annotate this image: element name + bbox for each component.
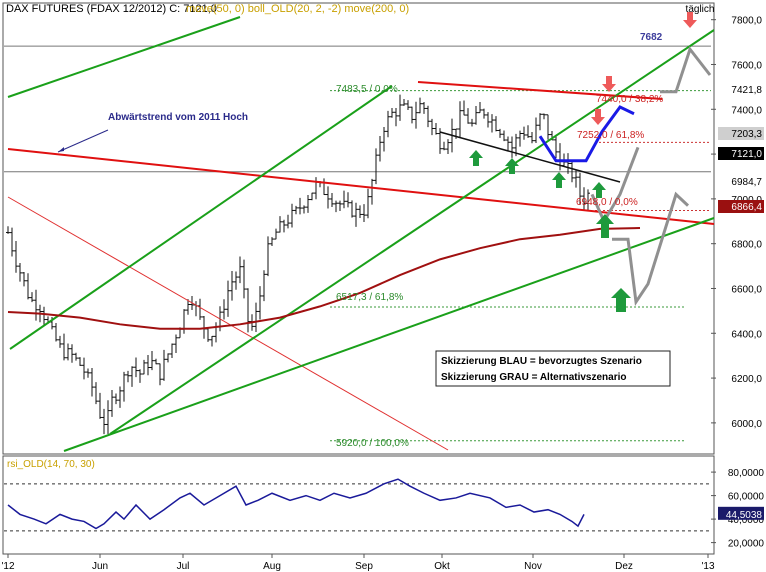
- rsi-panel: [2, 455, 715, 555]
- rsi-last-value-label: 44,5038: [726, 510, 763, 521]
- price-annotation: 7440,0 / 38,2%: [596, 94, 663, 105]
- price-annotation: 6517,3 / 61,8%: [336, 292, 403, 303]
- top-channel-line: [7, 16, 241, 98]
- trend-label-arrowhead: [58, 147, 64, 152]
- axis-label-box: [718, 127, 764, 140]
- x-tick-label: Dez: [615, 561, 633, 572]
- x-tick-label: Okt: [434, 561, 450, 572]
- ma200-line: [7, 227, 641, 330]
- x-tick-label: '13: [701, 561, 714, 572]
- gray-scenario-path-1: [590, 146, 640, 225]
- price-annotation: 7483,5 / 0,0%: [336, 84, 398, 95]
- gray-scenario-path-2: [612, 191, 690, 307]
- x-tick-label: Jul: [177, 561, 190, 572]
- y-tick-label: 6800,0: [731, 240, 762, 251]
- support-up-arrow: [505, 158, 519, 174]
- axis-value-label: 6984,7: [731, 177, 762, 188]
- rsi-tick-label: 80,0000: [728, 468, 765, 479]
- chart-header-indicators: move(50, 0) boll_OLD(20, 2, -2) move(200…: [186, 3, 409, 15]
- trend-label-pointer: [57, 129, 109, 153]
- support-wedge-line: [439, 131, 621, 183]
- support-up-arrow: [592, 182, 606, 198]
- axis-value-label: 7421,8: [731, 85, 762, 96]
- period-label: täglich: [686, 4, 715, 15]
- axis-value-label: 7121,0: [731, 149, 762, 160]
- y-tick-label: 7600,0: [731, 60, 762, 71]
- y-tick-label: 7400,0: [731, 105, 762, 116]
- rsi-line: [7, 478, 585, 530]
- mid-channel-line: [109, 29, 715, 435]
- legend-line-blue: Skizzierung BLAU = bevorzugtes Szenario: [441, 356, 642, 367]
- price-annotation: 6948,0 / 0,0%: [576, 197, 638, 208]
- chart-header-symbol: DAX FUTURES (FDAX 12/2012) C: 7121,0: [6, 3, 217, 15]
- target-up-arrow-large: [611, 288, 631, 312]
- x-tick-label: Sep: [355, 561, 373, 572]
- trend-label: Abwärtstrend vom 2011 Hoch: [108, 112, 248, 123]
- target-down-arrow: [683, 12, 697, 28]
- upper-channel-line: [9, 85, 393, 350]
- y-tick-label: 6000,0: [731, 419, 762, 430]
- rsi-label: rsi_OLD(14, 70, 30): [7, 459, 95, 470]
- gray-scenario-path-3: [660, 46, 712, 94]
- support-up-arrow: [552, 172, 566, 188]
- x-tick-label: Nov: [524, 561, 542, 572]
- support-up-arrow: [469, 150, 483, 166]
- rsi-tick-label: 40,0000: [728, 515, 765, 526]
- price-annotation: 7682: [640, 32, 663, 43]
- downtrend-line-2011: [7, 148, 715, 225]
- lower-channel-line: [63, 217, 715, 452]
- y-tick-label: 6200,0: [731, 374, 762, 385]
- blue-scenario-path: [538, 105, 635, 163]
- x-tick-label: Jun: [92, 561, 108, 572]
- support-up-arrow-large: [596, 214, 614, 238]
- axis-label-box: [718, 200, 764, 213]
- axis-value-label: 7203,3: [731, 129, 762, 140]
- resistance-down-arrow-2: [591, 109, 605, 125]
- axis-value-label: 6866,4: [731, 202, 762, 213]
- x-tick-label: '12: [1, 561, 14, 572]
- legend-line-gray: Skizzierung GRAU = Alternativszenario: [441, 372, 627, 383]
- short-term-resistance-line: [417, 81, 663, 100]
- rsi-tick-label: 20,0000: [728, 539, 765, 550]
- resistance-down-arrow: [602, 76, 616, 92]
- thin-downtrend-line: [7, 196, 449, 451]
- rsi-last-value-box: [718, 506, 764, 520]
- legend-box: [435, 350, 671, 387]
- y-tick-label: 6600,0: [731, 284, 762, 295]
- y-tick-label: 6400,0: [731, 329, 762, 340]
- price-annotation: 7252,0 / 61,8%: [577, 130, 644, 141]
- y-tick-label: 7800,0: [731, 16, 762, 27]
- axis-label-box: [718, 147, 764, 160]
- price-annotation: 5920,0 / 100,0%: [336, 438, 409, 449]
- rsi-tick-label: 60,0000: [728, 492, 765, 503]
- x-tick-label: Aug: [263, 561, 281, 572]
